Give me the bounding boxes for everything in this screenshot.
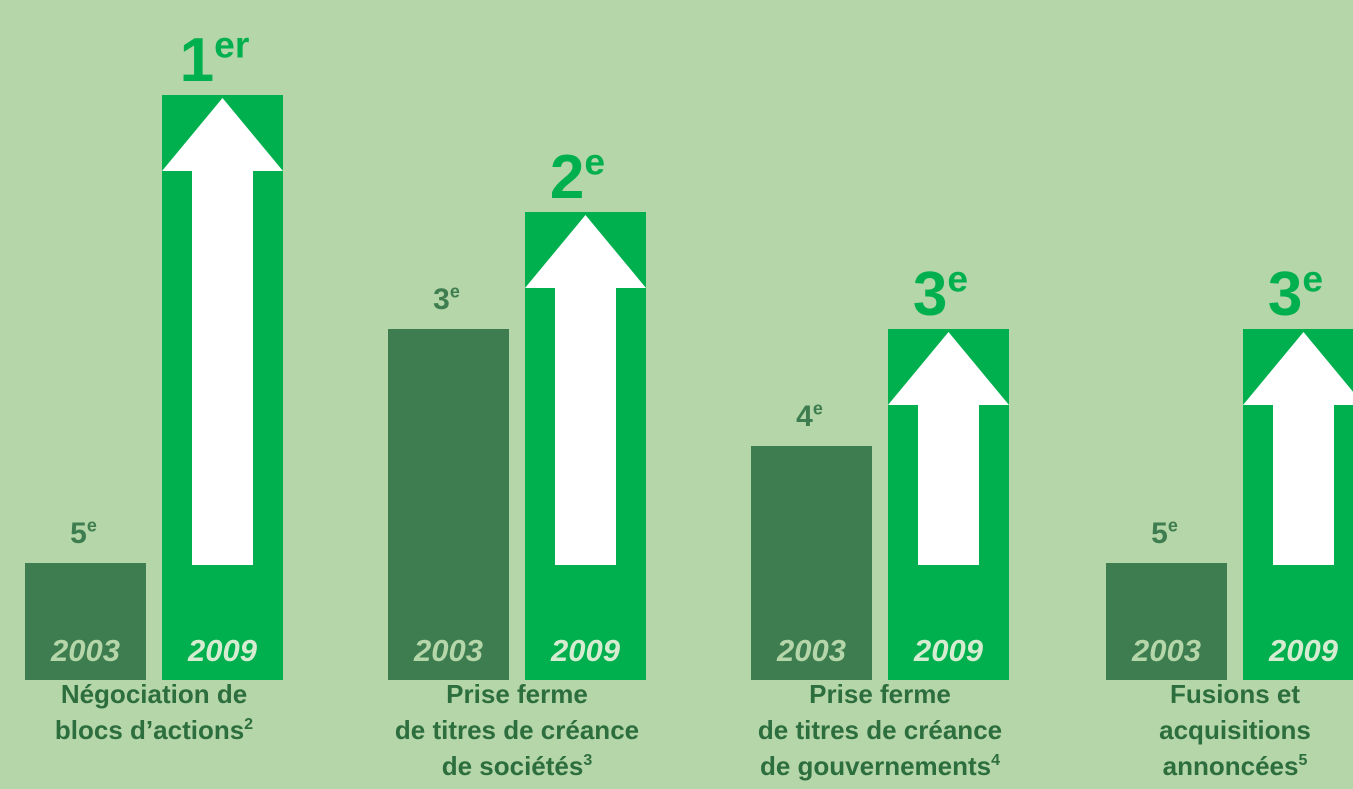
value-label: 2e [550, 140, 605, 212]
category-label: de sociétés3 [442, 751, 593, 781]
year-label: 2003 [776, 633, 846, 668]
arrow [888, 332, 1009, 565]
bar [1106, 563, 1227, 680]
value-label: 4e [796, 399, 823, 433]
year-label: 2009 [187, 633, 258, 668]
footnote: 3 [583, 752, 592, 769]
category-label: annoncées5 [1163, 751, 1308, 781]
value-label: 5e [1151, 516, 1178, 550]
bar [388, 329, 509, 680]
arrow [525, 215, 646, 565]
arrow [1243, 332, 1353, 565]
year-label: 2003 [413, 633, 483, 668]
footnote: 4 [991, 752, 1000, 769]
value-label: 5e [70, 516, 97, 550]
value-label: 3e [1268, 257, 1323, 329]
category-label: Prise ferme [446, 679, 588, 709]
value-label: 1er [180, 23, 250, 95]
year-label: 2003 [1131, 633, 1201, 668]
category-label: Prise ferme [809, 679, 951, 709]
category-label: blocs d’actions2 [55, 715, 253, 745]
year-label: 2003 [50, 633, 120, 668]
category-label: acquisitions [1159, 715, 1311, 745]
value-label: 3e [433, 282, 460, 316]
bar [751, 446, 872, 680]
year-label: 2009 [550, 633, 621, 668]
footnote: 2 [244, 716, 253, 733]
category-label: Fusions et [1170, 679, 1300, 709]
category-label: de titres de créance [395, 715, 639, 745]
year-label: 2009 [1268, 633, 1339, 668]
category-label: de gouvernements4 [760, 751, 1000, 781]
footnote: 5 [1298, 752, 1307, 769]
category-label: de titres de créance [758, 715, 1002, 745]
value-label: 3e [913, 257, 968, 329]
year-label: 2009 [913, 633, 984, 668]
category-label: Négociation de [61, 679, 247, 709]
arrow [162, 98, 283, 565]
bar [25, 563, 146, 680]
